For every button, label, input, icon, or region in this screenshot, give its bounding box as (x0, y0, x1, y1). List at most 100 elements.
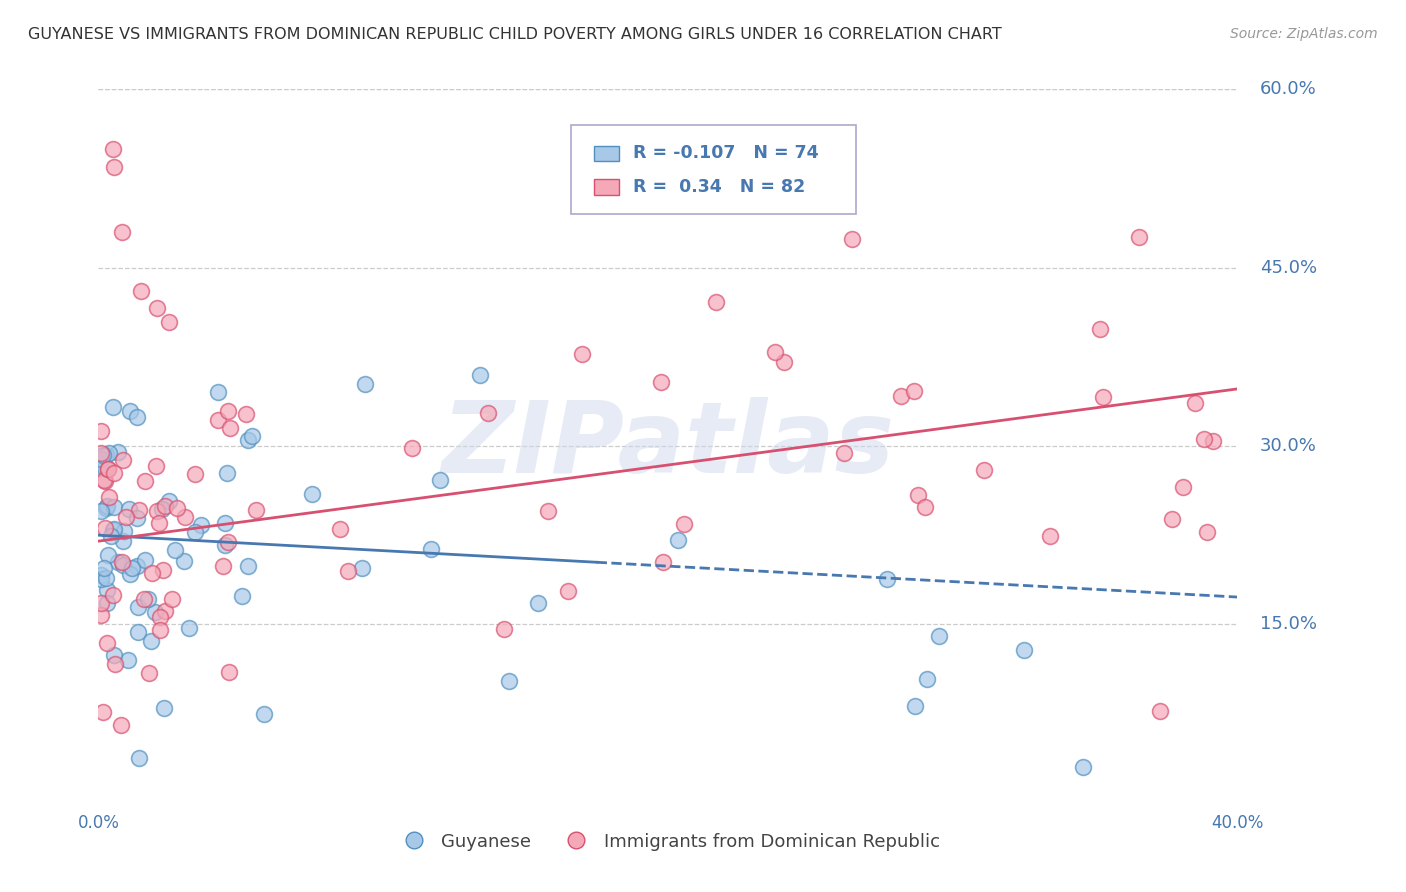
Point (120, 404, 142, 418)
Point (1149, 704, 1171, 718)
Point (890, 389, 912, 403)
Point (184, 467, 207, 481)
Point (127, 624, 149, 639)
Point (163, 543, 186, 558)
Text: R =  0.34   N = 82: R = 0.34 N = 82 (633, 178, 804, 196)
Point (117, 653, 139, 667)
Point (160, 592, 183, 607)
Point (557, 583, 579, 598)
Point (773, 355, 796, 369)
Point (111, 555, 134, 569)
Point (136, 592, 159, 607)
Point (1195, 525, 1218, 540)
Point (157, 315, 180, 329)
Point (96, 582, 118, 597)
Point (148, 516, 170, 531)
Point (111, 534, 134, 549)
Point (93, 561, 115, 575)
Point (245, 503, 267, 517)
Point (107, 444, 129, 458)
Point (236, 433, 259, 447)
Point (94, 460, 117, 475)
Text: ZIPatlas: ZIPatlas (441, 398, 894, 494)
Point (876, 572, 898, 586)
Point (96, 636, 118, 650)
Point (111, 453, 134, 467)
Point (666, 533, 689, 548)
Point (218, 665, 240, 680)
Point (155, 604, 177, 618)
Point (1128, 230, 1150, 244)
Point (93, 521, 115, 535)
Point (240, 429, 263, 443)
Point (101, 142, 124, 156)
Point (218, 421, 240, 435)
Point (1012, 642, 1035, 657)
Point (537, 503, 560, 517)
Point (94, 474, 117, 488)
Point (841, 232, 863, 246)
Point (301, 487, 323, 501)
FancyBboxPatch shape (593, 145, 619, 161)
Point (155, 499, 177, 513)
Point (149, 609, 172, 624)
Point (354, 376, 377, 391)
Point (127, 600, 149, 615)
Point (112, 524, 135, 538)
Point (101, 588, 124, 602)
Point (118, 502, 141, 516)
Point (90, 568, 112, 582)
Point (96, 571, 118, 585)
Text: 15.0%: 15.0% (1260, 615, 1317, 633)
Point (214, 538, 236, 552)
Point (90, 452, 112, 467)
Point (128, 751, 150, 765)
Point (1088, 321, 1111, 335)
Legend: Guyanese, Immigrants from Dominican Republic: Guyanese, Immigrants from Dominican Repu… (389, 826, 946, 858)
Point (104, 657, 127, 672)
Point (914, 500, 936, 514)
Point (127, 558, 149, 573)
Point (98, 490, 121, 504)
Point (832, 445, 855, 459)
Point (150, 502, 173, 516)
Point (652, 555, 675, 569)
Point (337, 564, 360, 578)
Point (97, 462, 120, 476)
Point (115, 510, 138, 524)
Point (1092, 390, 1115, 404)
Point (139, 634, 162, 648)
Point (973, 463, 995, 477)
Point (352, 561, 374, 575)
Point (149, 623, 172, 637)
Point (146, 504, 169, 518)
Point (121, 560, 143, 574)
Point (132, 592, 155, 607)
Text: GUYANESE VS IMMIGRANTS FROM DOMINICAN REPUBLIC CHILD POVERTY AMONG GIRLS UNDER 1: GUYANESE VS IMMIGRANTS FROM DOMINICAN RE… (28, 27, 1002, 42)
Point (90, 608, 112, 623)
Point (650, 376, 672, 390)
Text: Source: ZipAtlas.com: Source: ZipAtlas.com (1230, 27, 1378, 41)
Point (112, 558, 135, 573)
Point (145, 458, 167, 473)
Point (90, 596, 112, 610)
Point (97, 548, 120, 562)
Point (107, 555, 129, 569)
Point (100, 529, 122, 543)
Point (214, 516, 236, 530)
Point (90, 446, 112, 460)
Point (91, 448, 114, 462)
Point (143, 605, 166, 619)
Point (103, 648, 125, 662)
Text: 45.0%: 45.0% (1260, 259, 1317, 277)
Point (173, 509, 195, 524)
Point (90, 572, 112, 586)
Point (101, 523, 124, 537)
Point (1202, 434, 1225, 448)
Point (173, 554, 195, 568)
FancyBboxPatch shape (593, 179, 619, 194)
Point (704, 295, 727, 310)
Point (673, 516, 696, 531)
Point (763, 345, 786, 359)
Text: 30.0%: 30.0% (1260, 437, 1317, 455)
